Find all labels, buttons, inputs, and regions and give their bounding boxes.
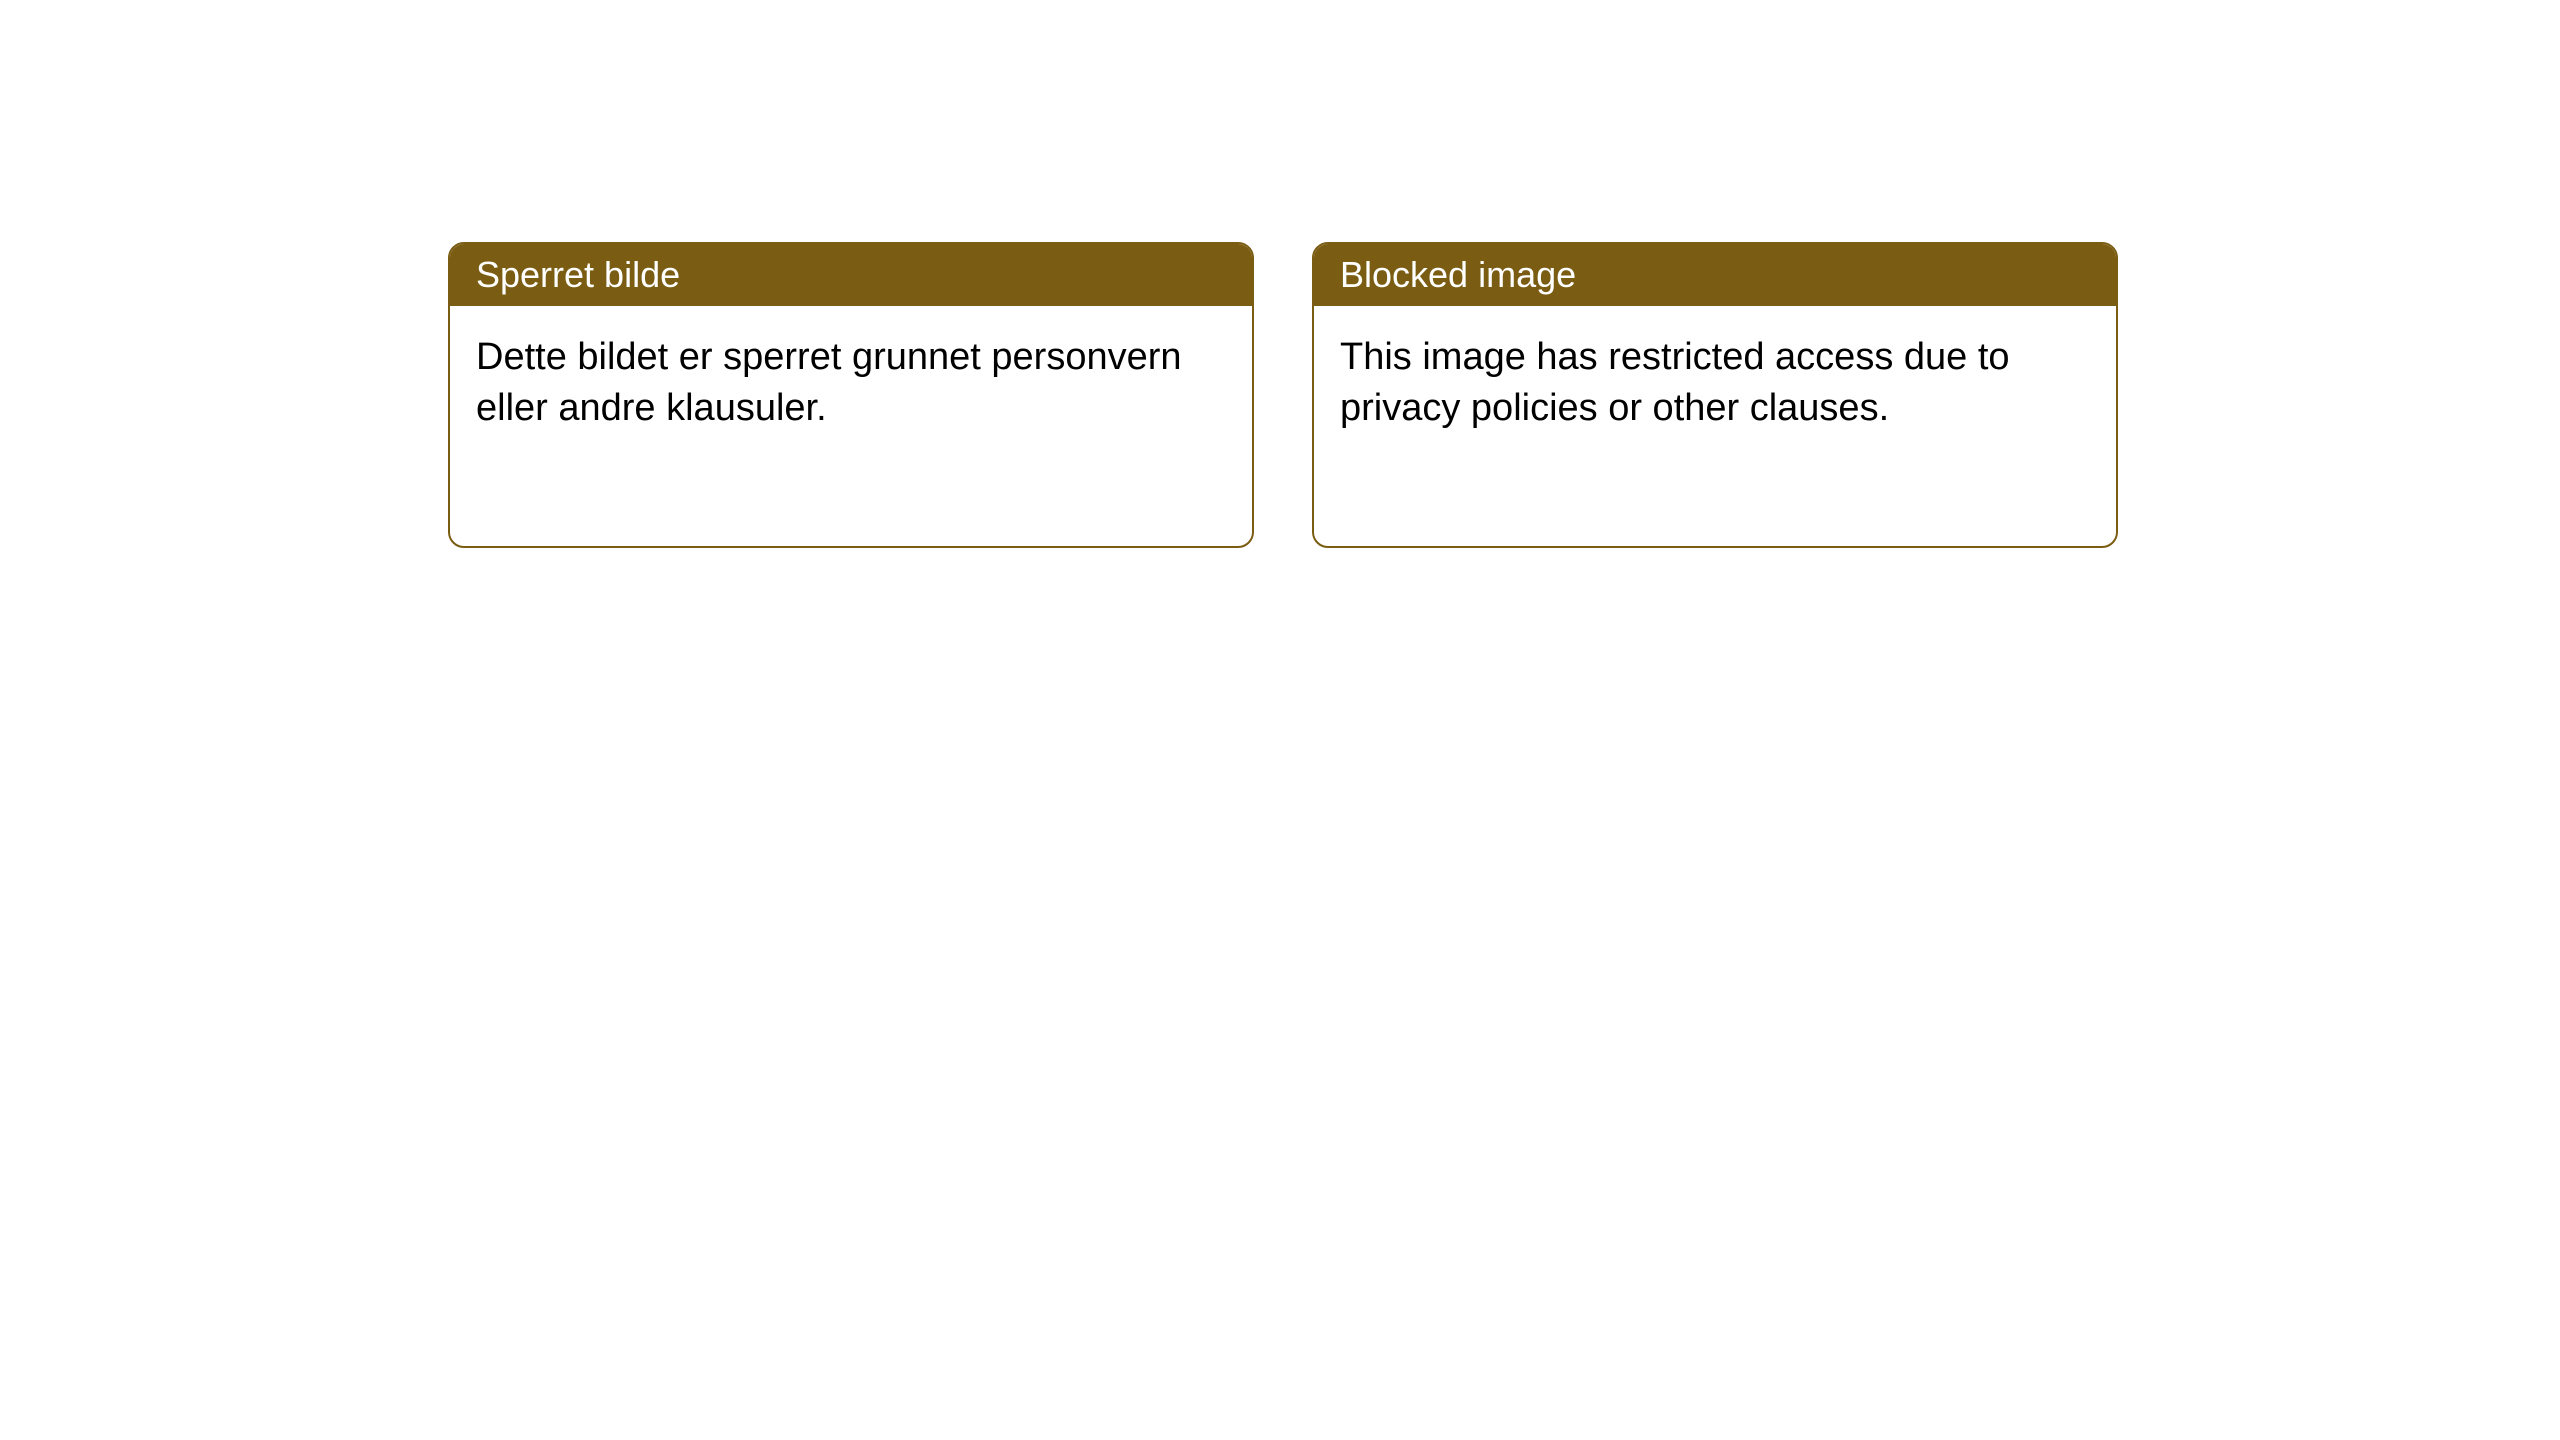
notice-body-text: Dette bildet er sperret grunnet personve… <box>476 336 1182 429</box>
notice-body-text: This image has restricted access due to … <box>1340 336 2010 429</box>
notice-card-norwegian: Sperret bilde Dette bildet er sperret gr… <box>448 242 1254 548</box>
notice-header: Sperret bilde <box>450 244 1252 306</box>
notice-card-english: Blocked image This image has restricted … <box>1312 242 2118 548</box>
notice-body: Dette bildet er sperret grunnet personve… <box>450 306 1252 546</box>
notice-title: Blocked image <box>1340 254 1576 295</box>
notice-container: Sperret bilde Dette bildet er sperret gr… <box>448 242 2118 548</box>
notice-body: This image has restricted access due to … <box>1314 306 2116 546</box>
notice-header: Blocked image <box>1314 244 2116 306</box>
notice-title: Sperret bilde <box>476 254 680 295</box>
